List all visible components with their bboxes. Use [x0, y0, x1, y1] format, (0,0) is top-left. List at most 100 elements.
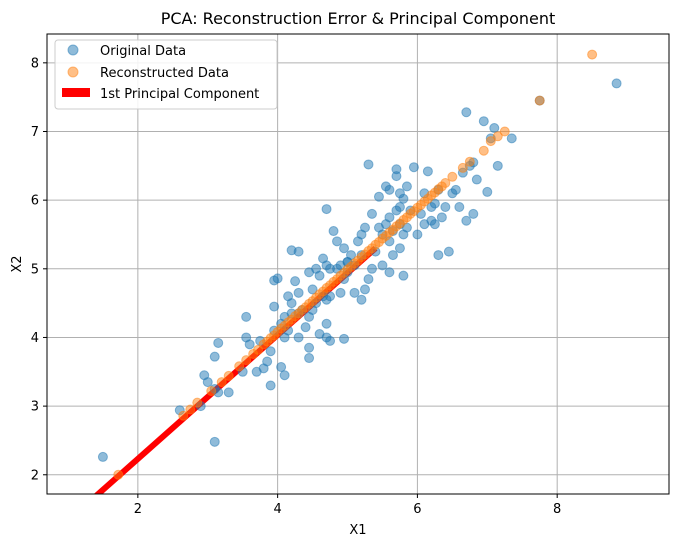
original-data-point: [293, 287, 304, 298]
x-tick-label: 4: [273, 502, 281, 517]
reconstructed-data-point: [216, 377, 227, 388]
original-data-point: [398, 270, 409, 281]
original-data-point: [209, 351, 220, 362]
original-data-point: [213, 337, 224, 348]
original-data-point: [398, 193, 409, 204]
y-axis-label: X2: [10, 255, 25, 272]
original-data-point: [272, 273, 283, 284]
original-data-point: [433, 250, 444, 261]
y-tick-label: 4: [31, 331, 39, 346]
x-tick-label: 6: [413, 502, 421, 517]
original-data-point: [332, 236, 343, 247]
x-tick-label: 2: [134, 502, 142, 517]
original-data-point: [262, 356, 273, 367]
original-data-point: [359, 222, 370, 233]
original-data-point: [314, 270, 325, 281]
original-data-point: [422, 166, 433, 177]
legend-box: [54, 39, 278, 110]
grid-lines: [47, 34, 669, 494]
original-data-point: [265, 346, 276, 357]
original-data-point: [373, 191, 384, 202]
original-data-point: [356, 294, 367, 305]
original-data-point: [377, 260, 388, 271]
reconstructed-data-point: [234, 361, 245, 372]
legend-label-original: Original Data: [100, 44, 186, 59]
original-data-point: [454, 202, 465, 213]
original-data-point: [387, 250, 398, 261]
original-data-point: [223, 387, 234, 398]
original-data-point: [394, 202, 405, 213]
original-data-point: [440, 202, 451, 213]
reconstructed-data-point: [241, 355, 252, 366]
original-data-point: [325, 335, 336, 346]
y-tick-label: 7: [31, 125, 39, 140]
original-data-point: [265, 380, 276, 391]
reconstructed-data-point: [440, 177, 451, 188]
y-tick-label: 6: [31, 194, 39, 209]
original-data-point: [384, 267, 395, 278]
original-data-point: [429, 198, 440, 209]
original-data-point: [478, 116, 489, 127]
y-axis-ticks: 2 3 4 5 6 7 8: [31, 56, 47, 483]
original-data-point: [293, 246, 304, 257]
original-data-point: [429, 219, 440, 230]
reconstructed-data-point: [185, 404, 196, 415]
legend-marker-original: [67, 44, 79, 56]
x-axis-label: X1: [349, 523, 366, 538]
chart-title: PCA: Reconstruction Error & Principal Co…: [161, 9, 556, 28]
original-data-point: [269, 301, 280, 312]
legend-marker-component: [62, 88, 90, 97]
reconstructed-data-point: [223, 370, 234, 381]
reconstructed-data-point: [206, 386, 217, 397]
original-data-point: [366, 263, 377, 274]
original-data-point: [443, 246, 454, 257]
original-data-point: [349, 287, 360, 298]
legend-label-reconstructed: Reconstructed Data: [100, 66, 229, 81]
original-data-point: [471, 174, 482, 185]
x-axis-ticks: 2 4 6 8: [134, 494, 561, 517]
reconstructed-data-point: [499, 126, 510, 137]
original-data-point: [506, 133, 517, 144]
original-data-point: [321, 204, 332, 215]
original-data-point: [286, 298, 297, 309]
reconstructed-data-layer: [113, 49, 598, 480]
plot-frame: [46, 33, 670, 495]
original-data-point: [394, 243, 405, 254]
reconstructed-data-point: [485, 136, 496, 147]
original-data-point: [328, 226, 339, 237]
original-data-point: [492, 160, 503, 171]
y-tick-label: 2: [31, 468, 39, 483]
original-data-point: [293, 332, 304, 343]
reconstructed-data-point: [492, 131, 503, 142]
original-data-point: [307, 284, 318, 295]
legend-label-component: 1st Principal Component: [100, 87, 259, 102]
original-data-point: [408, 162, 419, 173]
original-data-point: [276, 361, 287, 372]
original-data-point: [450, 184, 461, 195]
x-tick-label: 8: [553, 502, 561, 517]
original-data-point: [384, 184, 395, 195]
reconstructed-data-point: [447, 171, 458, 182]
original-data-point: [304, 342, 315, 353]
reconstructed-data-point: [192, 397, 203, 408]
original-data-point: [366, 208, 377, 219]
reconstructed-data-point: [587, 49, 598, 60]
original-data-point: [436, 212, 447, 223]
original-data-point: [244, 339, 255, 350]
legend-marker-reconstructed: [67, 66, 79, 78]
reconstructed-data-point: [478, 145, 489, 156]
reconstructed-data-point: [457, 162, 468, 173]
y-tick-label: 5: [31, 262, 39, 277]
y-tick-label: 8: [31, 56, 39, 71]
original-data-point: [346, 250, 357, 261]
original-data-point: [384, 212, 395, 223]
reconstructed-data-point: [178, 410, 189, 421]
original-data-point: [482, 186, 493, 197]
reconstructed-data-point: [534, 95, 545, 106]
reconstructed-data-point: [464, 156, 475, 167]
y-tick-label: 3: [31, 400, 39, 415]
original-data-point: [300, 322, 311, 333]
legend: Original Data Reconstructed Data 1st Pri…: [54, 39, 278, 110]
original-data-point: [202, 377, 213, 388]
